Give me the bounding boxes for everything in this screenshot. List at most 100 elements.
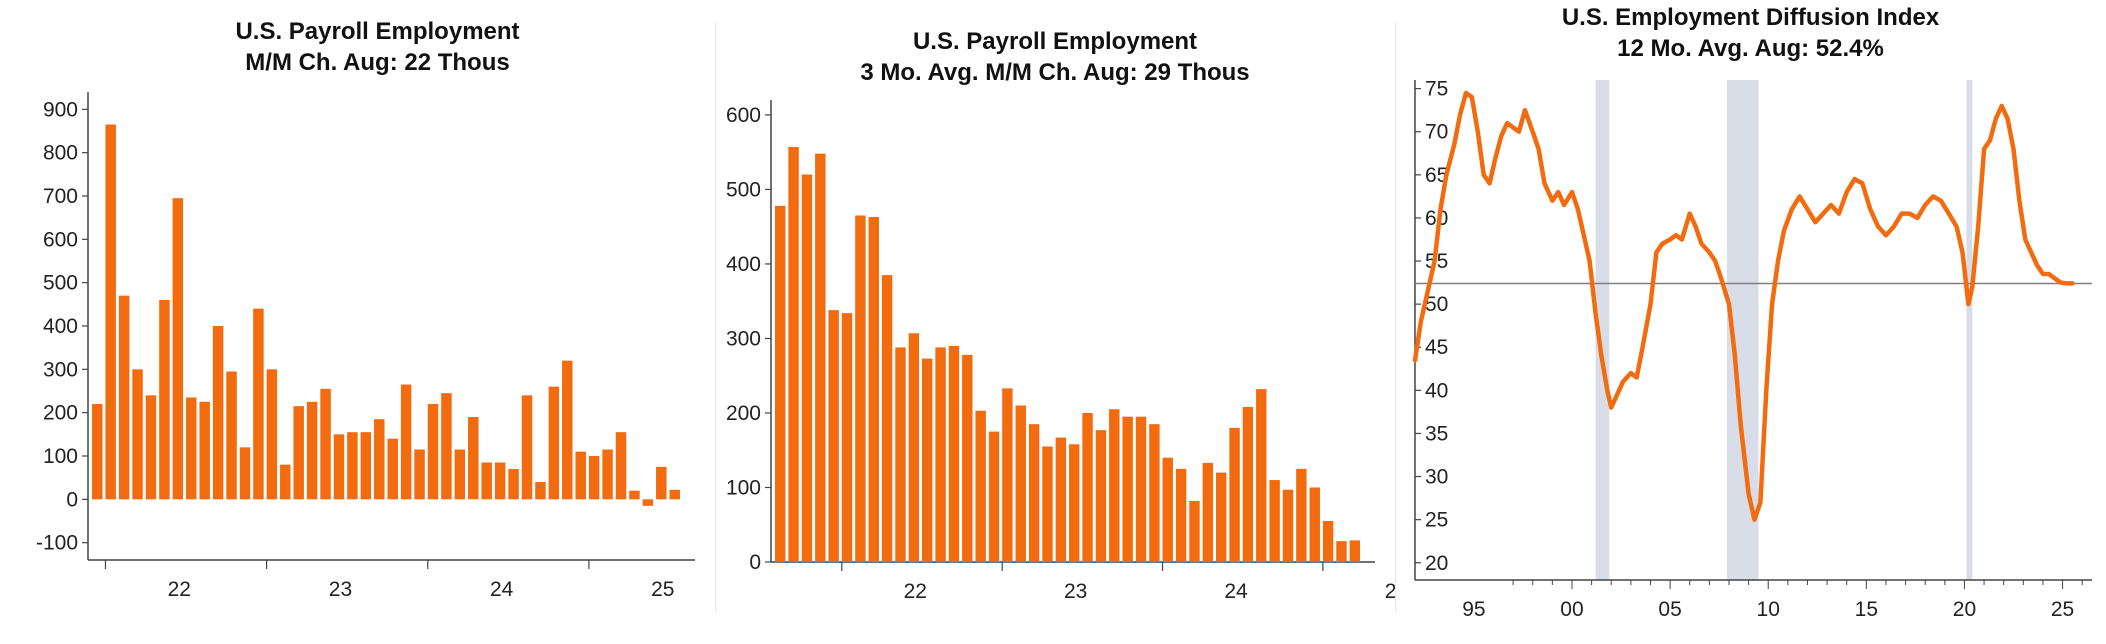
bar [320,388,331,500]
bar [602,449,613,500]
bar [1082,412,1093,562]
bar [333,434,345,500]
y-tick-label: 900 [43,98,78,121]
bar [454,449,466,500]
bar [948,345,960,562]
y-tick-label: 25 [1425,509,1448,532]
y-tick-label: 500 [43,272,78,295]
bar [1002,388,1013,562]
bar [1189,500,1200,562]
bar [266,369,278,500]
y-tick-label: 0 [749,551,761,574]
bar [347,432,358,500]
chart-panel-payroll-3mo: U.S. Payroll Employment 3 Mo. Avg. M/M C… [715,0,1395,644]
y-tick-label: 400 [726,253,761,276]
x-tick-label: 23 [329,578,352,601]
x-tick-label: 22 [168,578,191,601]
bar [1055,437,1067,562]
x-tick-label: 23 [1064,580,1087,603]
bar [575,451,586,500]
x-tick-label: 22 [904,580,927,603]
bar [775,205,786,562]
bar [468,417,479,500]
bar [239,447,251,500]
y-tick-label: 100 [43,445,78,468]
bar [535,482,546,500]
bar [400,384,412,500]
bar [414,449,425,500]
bar [642,499,654,506]
bar [360,432,372,500]
y-tick-label: 600 [726,104,761,127]
chart-title: U.S. Payroll Employment [235,18,520,45]
bar [788,146,799,562]
bar [1135,416,1147,562]
bar [669,489,680,500]
x-tick-label: 25 [1385,580,1395,603]
bar [1282,489,1294,562]
recession-band [1595,80,1610,580]
x-tick-label: 95 [1462,598,1485,621]
bar [1336,541,1347,562]
y-tick-label: 600 [43,228,78,251]
y-tick-label: 45 [1425,336,1448,359]
bar [1296,468,1307,562]
bar [615,432,627,500]
y-tick-label: 300 [43,358,78,381]
y-tick-label: 60 [1425,207,1448,230]
y-tick-label: 800 [43,142,78,165]
y-tick-label: 400 [43,315,78,338]
y-tick-label: -100 [36,532,78,555]
bar [105,124,116,500]
y-tick-label: 200 [726,402,761,425]
y-tick-label: 30 [1425,466,1448,489]
bar [1095,430,1107,562]
y-tick-label: 70 [1425,121,1448,144]
chart-panel-payroll-mm: U.S. Payroll Employment M/M Ch. Aug: 22 … [0,0,715,644]
bar [881,275,893,562]
bar [922,358,933,562]
series-line [1412,90,2075,522]
chart-title-block: U.S. Payroll Employment 3 Mo. Avg. M/M C… [715,26,1395,88]
bar-chart-payroll-3mo: 0 100 200 300 400 500 600 22 23 24 25 [726,100,1395,603]
bar [868,216,879,562]
bar [1229,427,1240,562]
bar [159,300,170,500]
bar [494,462,506,500]
bar [293,406,304,500]
bar [132,369,143,500]
bar [1068,444,1080,562]
chart-subtitle: 12 Mo. Avg. Aug: 52.4% [1617,35,1884,62]
bar [908,333,920,562]
bar-chart-payroll-mm: -100 0 100 200 300 400 500 600 700 800 900 22 23 24 25 [36,92,695,601]
panel-divider [1395,22,1396,612]
chart-title-block: U.S. Employment Diffusion Index 12 Mo. A… [1395,2,2106,64]
bar [1175,468,1187,562]
bar [841,313,853,562]
bar [172,198,184,500]
bar [387,438,398,500]
bar [855,215,866,562]
bar [212,326,224,500]
bar [226,371,237,500]
bar [481,462,492,500]
bar [935,347,946,562]
bar [521,395,533,500]
x-tick-label: 24 [490,578,514,601]
y-tick-label: 300 [726,327,761,350]
y-tick-label: 700 [43,185,78,208]
chart-subtitle: 3 Mo. Avg. M/M Ch. Aug: 29 Thous [860,59,1250,86]
chart-panel-diffusion-index: U.S. Employment Diffusion Index 12 Mo. A… [1395,0,2106,644]
bar [548,386,560,500]
x-tick-label: 00 [1560,598,1583,621]
y-tick-label: 50 [1425,293,1448,316]
y-tick-label: 500 [726,178,761,201]
x-tick-label: 05 [1658,598,1681,621]
y-tick-label: 100 [726,476,761,499]
bar [306,401,318,500]
bar [253,308,264,500]
y-tick-label: 35 [1425,422,1448,445]
bar [629,490,640,500]
bar [828,310,839,562]
